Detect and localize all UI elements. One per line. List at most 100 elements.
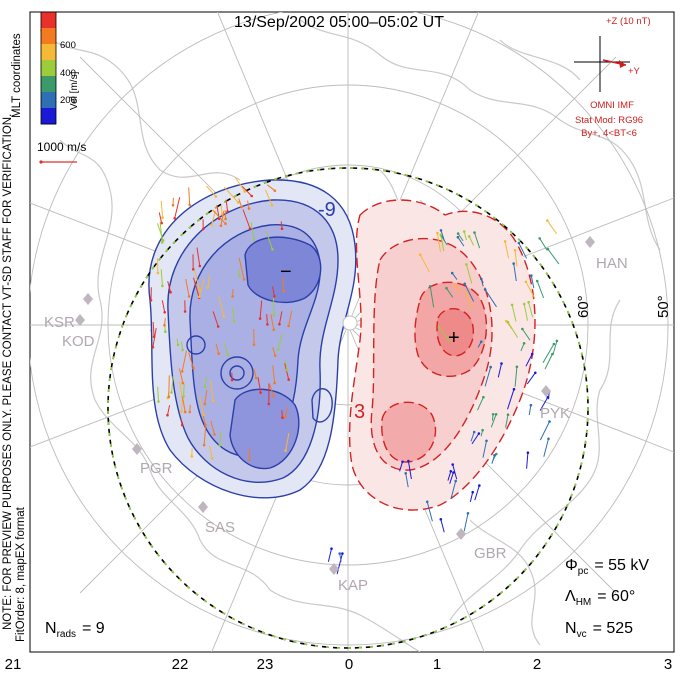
velocity-vector — [210, 420, 215, 435]
velocity-vector-origin — [425, 500, 429, 504]
velocity-vector-origin — [535, 279, 539, 283]
velocity-vector-origin — [483, 288, 487, 291]
velocity-vector-origin — [428, 285, 432, 288]
velocity-vector — [336, 553, 343, 575]
velocity-vector-origin — [163, 311, 166, 314]
velocity-vector-origin — [338, 552, 342, 555]
velocity-vector — [160, 200, 164, 218]
velocity-vector — [181, 402, 183, 412]
velocity-vector-origin — [252, 238, 256, 242]
velocity-vector — [288, 310, 293, 326]
velocity-vector-origin — [164, 330, 167, 334]
colorbar-segment — [41, 76, 56, 93]
velocity-vector — [272, 286, 275, 297]
velocity-vector — [284, 363, 290, 380]
velocity-vector-origin — [190, 455, 194, 458]
velocity-vector — [183, 384, 185, 397]
velocity-vector-origin — [181, 381, 185, 385]
velocity-vector — [543, 438, 549, 457]
velocity-vector — [211, 210, 216, 226]
velocity-vector-origin — [464, 291, 468, 294]
velocity-vector-origin — [183, 410, 187, 414]
velocity-vector — [507, 389, 515, 410]
velocity-vector-origin — [213, 433, 216, 436]
velocity-vector-origin — [526, 451, 530, 455]
velocity-vector — [253, 368, 257, 379]
velocity-vector-origin — [169, 290, 172, 294]
velocity-vector — [273, 297, 275, 316]
velocity-vector-origin — [206, 286, 210, 290]
velocity-vector-origin — [282, 289, 286, 293]
velocity-vector — [218, 296, 225, 317]
velocity-vector-origin — [152, 335, 156, 339]
velocity-vector — [181, 396, 186, 413]
velocity-vector-origin — [481, 428, 484, 432]
colorbar-outline — [40, 11, 57, 125]
velocity-vector — [152, 321, 155, 337]
velocity-vector-origin — [187, 295, 191, 298]
velocity-vector-origin — [210, 223, 213, 227]
velocity-vector-origin — [254, 376, 258, 380]
velocity-vector-origin — [273, 295, 276, 298]
velocity-vector — [474, 485, 480, 501]
velocity-vector — [526, 372, 536, 385]
lat-label-60: 60° — [575, 295, 592, 318]
velocity-vector-origin — [149, 299, 153, 302]
lambda-hm-value: = 60° — [597, 588, 635, 605]
velocity-vector — [552, 340, 558, 356]
velocity-vector — [470, 431, 475, 442]
velocity-vector — [539, 238, 548, 251]
velocity-vector-origin — [242, 278, 246, 281]
velocity-vector-origin — [167, 395, 171, 399]
velocity-vector-origin — [522, 342, 526, 345]
velocity-vector — [266, 184, 276, 192]
velocity-vector — [178, 368, 184, 384]
velocity-vector — [504, 241, 510, 259]
velocity-vector — [463, 231, 467, 241]
velocity-vector — [167, 405, 171, 416]
velocity-vector-origin — [180, 410, 183, 414]
velocity-vector — [278, 311, 283, 325]
velocity-vector-origin — [467, 235, 471, 238]
velocity-vector — [160, 269, 163, 286]
imf-clock — [574, 36, 630, 92]
station-pgr: PGR — [140, 460, 173, 477]
velocity-vector-origin — [401, 460, 404, 464]
velocity-vector-origin — [252, 343, 256, 347]
velocity-vector-origin — [160, 221, 163, 225]
velocity-vector-origin — [170, 391, 173, 394]
velocity-vector — [447, 471, 452, 481]
velocity-vector-origin — [500, 362, 503, 365]
velocity-vector-origin — [466, 512, 470, 515]
velocity-vector — [209, 445, 213, 459]
velocity-vector — [204, 389, 208, 404]
velocity-vector — [399, 461, 403, 472]
station-gbr: GBR — [474, 545, 507, 562]
velocity-vector — [457, 233, 464, 242]
velocity-vector-origin — [529, 403, 533, 407]
velocity-vector-origin — [248, 458, 251, 462]
velocity-vector-origin — [188, 203, 191, 207]
velocity-vector — [196, 247, 201, 267]
velocity-vector-origin — [465, 263, 468, 266]
velocity-vector-origin — [477, 432, 481, 435]
scale-vector-origin — [39, 160, 43, 164]
velocity-vector-origin — [160, 241, 164, 244]
velocity-vector-origin — [157, 400, 160, 403]
boundary-vectors — [107, 167, 589, 649]
velocity-vector-origin — [273, 189, 277, 192]
velocity-vector-origin — [407, 459, 410, 463]
velocity-vector-origin — [156, 271, 160, 275]
imf-source: OMNI IMF — [590, 100, 634, 111]
velocity-vector-origin — [272, 328, 276, 332]
velocity-vector — [465, 264, 473, 284]
velocity-vector — [198, 278, 205, 298]
svg-text:Nrads= 9: Nrads = 9 — [45, 620, 105, 640]
velocity-vector — [272, 365, 276, 384]
velocity-vector-origin — [512, 262, 515, 265]
velocity-vector-origin — [226, 210, 229, 213]
velocity-vector-origin — [211, 399, 215, 403]
plot-frame — [29, 11, 675, 653]
stat-model: Stat Mod: RG96 — [575, 115, 643, 126]
velocity-vector — [250, 221, 255, 240]
